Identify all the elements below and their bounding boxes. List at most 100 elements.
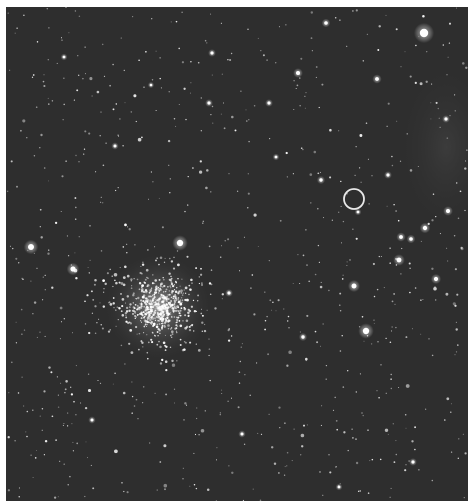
- cluster-star: [121, 314, 125, 317]
- cluster-star: [165, 393, 168, 396]
- star: [123, 69, 126, 72]
- bright-star: [274, 155, 278, 159]
- cluster-star: [140, 265, 142, 267]
- star: [60, 37, 63, 39]
- cluster-star: [163, 279, 165, 281]
- cluster-star: [146, 276, 148, 279]
- cluster-star: [156, 343, 159, 346]
- star: [64, 388, 67, 391]
- star: [369, 460, 371, 462]
- cluster-star: [144, 289, 148, 292]
- star: [259, 499, 262, 501]
- star: [370, 343, 373, 345]
- star: [198, 170, 203, 174]
- cluster-star: [170, 275, 172, 278]
- cluster-star: [193, 330, 195, 332]
- star: [204, 39, 207, 42]
- cluster-star: [112, 302, 115, 305]
- star: [286, 451, 289, 454]
- cluster-star: [149, 312, 151, 315]
- star: [71, 423, 73, 425]
- star: [76, 442, 79, 445]
- star: [112, 63, 114, 66]
- cluster-star: [142, 294, 146, 297]
- star: [311, 50, 313, 52]
- star: [43, 74, 45, 76]
- cluster-star: [155, 280, 157, 282]
- star: [65, 160, 67, 162]
- star: [457, 344, 459, 346]
- star: [322, 323, 324, 325]
- star: [359, 373, 361, 375]
- star: [40, 133, 43, 137]
- star: [420, 333, 422, 335]
- star: [59, 460, 61, 462]
- cluster-star: [157, 327, 160, 331]
- bright-star: [176, 239, 184, 247]
- star: [60, 210, 62, 212]
- star: [208, 354, 210, 357]
- star: [175, 20, 178, 23]
- cluster-star: [170, 287, 172, 289]
- star: [414, 448, 416, 451]
- star: [227, 400, 229, 402]
- star: [372, 262, 375, 266]
- star: [456, 293, 459, 296]
- star: [173, 118, 176, 120]
- star: [286, 176, 288, 178]
- cluster-star: [104, 282, 107, 286]
- star: [75, 413, 77, 416]
- cluster-star: [188, 325, 191, 328]
- star: [109, 84, 111, 87]
- cluster-star: [138, 288, 141, 291]
- star: [90, 464, 92, 466]
- cluster-star: [187, 308, 190, 311]
- star: [347, 449, 349, 452]
- star: [43, 84, 46, 88]
- star: [257, 246, 259, 247]
- cluster-star: [199, 273, 203, 276]
- cluster-star: [148, 321, 150, 324]
- cluster-star: [150, 312, 152, 315]
- cluster-star: [177, 309, 179, 311]
- cluster-star: [174, 290, 178, 294]
- cluster-star: [184, 341, 187, 344]
- cluster-star: [171, 336, 173, 338]
- cluster-star: [166, 316, 169, 320]
- star: [112, 108, 115, 111]
- star: [246, 120, 248, 122]
- cluster-star: [120, 310, 123, 313]
- cluster-star: [176, 319, 178, 321]
- cluster-star: [86, 294, 89, 297]
- star: [53, 496, 57, 499]
- cluster-star: [179, 314, 182, 317]
- star: [222, 102, 225, 104]
- cluster-star: [178, 312, 181, 315]
- star: [195, 487, 198, 490]
- star: [329, 128, 332, 132]
- cluster-star: [103, 291, 105, 293]
- star: [286, 364, 289, 367]
- cluster-star: [140, 307, 143, 309]
- star: [197, 61, 200, 64]
- star: [187, 176, 189, 178]
- star: [377, 49, 380, 51]
- star: [310, 37, 313, 39]
- star: [14, 440, 16, 442]
- star: [124, 102, 126, 104]
- star: [240, 90, 242, 93]
- star: [320, 424, 322, 426]
- star: [39, 331, 41, 333]
- star: [126, 491, 129, 494]
- cluster-star: [143, 325, 146, 328]
- bright-star: [207, 101, 211, 105]
- cluster-star: [177, 299, 179, 301]
- star: [22, 405, 25, 407]
- star: [69, 475, 71, 478]
- cluster-star: [90, 290, 93, 293]
- cluster-star: [175, 300, 177, 302]
- star: [21, 333, 23, 335]
- star: [227, 238, 230, 241]
- star: [446, 397, 450, 401]
- star: [454, 110, 456, 112]
